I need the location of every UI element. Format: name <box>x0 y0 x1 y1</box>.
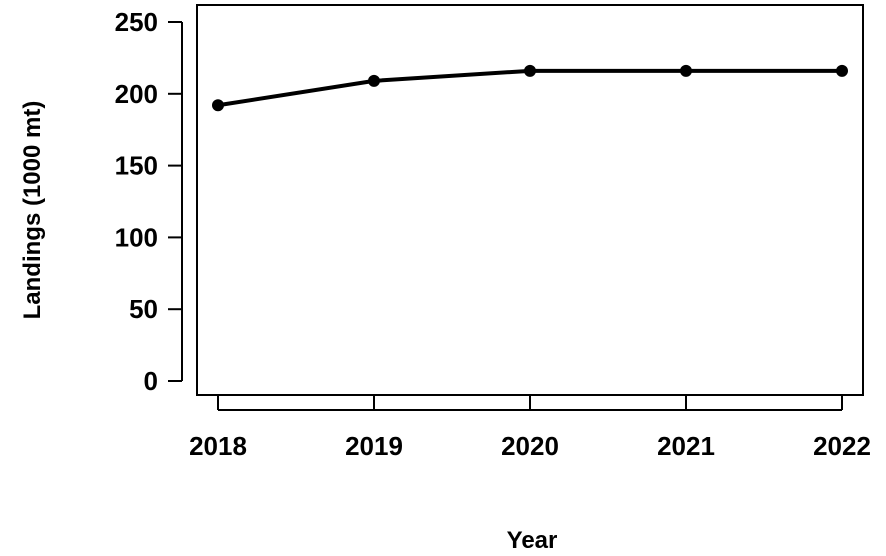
x-axis: 2018 2019 2020 2021 2022 <box>189 394 871 461</box>
data-point <box>836 64 848 77</box>
x-tick-label: 2019 <box>345 431 403 461</box>
x-tick-label: 2020 <box>501 431 559 461</box>
y-tick-label: 50 <box>129 294 158 324</box>
y-tick-label: 200 <box>115 79 158 109</box>
data-point <box>212 99 224 112</box>
y-axis-title: Landings (1000 mt) <box>19 101 46 320</box>
y-tick-label: 0 <box>144 366 158 396</box>
series-layer <box>212 64 848 112</box>
x-tick-label: 2018 <box>189 431 247 461</box>
y-tick-label: 100 <box>115 222 158 252</box>
y-tick-label: 250 <box>115 7 158 37</box>
data-point <box>680 64 692 77</box>
data-point <box>524 64 536 77</box>
data-point <box>368 74 380 87</box>
y-tick-label: 150 <box>115 151 158 181</box>
x-tick-label: 2021 <box>657 431 715 461</box>
x-tick-label: 2022 <box>813 431 871 461</box>
plot-frame <box>196 4 864 396</box>
x-axis-title: Year <box>507 527 558 554</box>
y-axis: 0 50 100 150 200 250 <box>115 7 183 396</box>
